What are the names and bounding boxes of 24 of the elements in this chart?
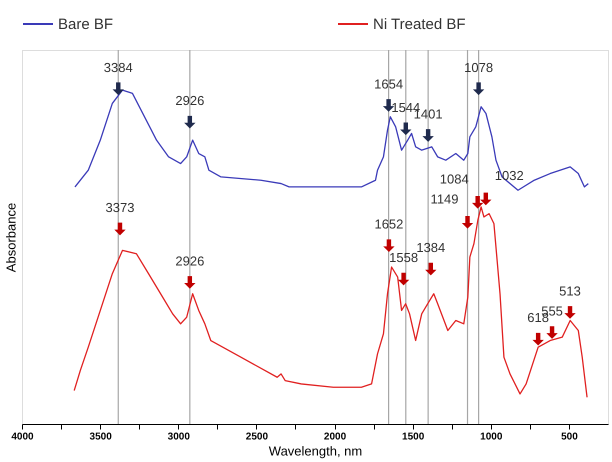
x-tick-label: 2500 xyxy=(246,432,268,442)
annotation: 1384 xyxy=(416,240,446,256)
annotation: 1654 xyxy=(374,76,404,92)
x-tick-label: 4000 xyxy=(11,432,34,442)
annotation: 1149 xyxy=(430,191,459,206)
x-tick-label: 1000 xyxy=(480,432,503,442)
x-tick-label: 1500 xyxy=(402,432,425,442)
annotation: 1652 xyxy=(374,216,404,232)
annotation: 2926 xyxy=(175,93,204,108)
x-axis-title: Wavelength, nm xyxy=(268,444,362,458)
annotation: 3384 xyxy=(104,60,133,75)
annotation: 1084 xyxy=(440,171,469,186)
annotation: 513 xyxy=(559,283,581,298)
annotation: 3373 xyxy=(106,200,134,215)
annotation: 1558 xyxy=(389,250,418,266)
annotation: 2926 xyxy=(175,253,204,268)
x-tick-label: 2000 xyxy=(324,432,347,442)
legend-label: Bare BF xyxy=(58,16,114,33)
legend-label: Ni Treated BF xyxy=(373,16,466,33)
x-tick-label: 3000 xyxy=(168,432,190,442)
x-tick-label: 500 xyxy=(561,432,578,442)
y-axis-title: Absorbance xyxy=(4,202,18,272)
x-tick-label: 3500 xyxy=(90,432,112,442)
annotation: 1078 xyxy=(464,60,494,75)
